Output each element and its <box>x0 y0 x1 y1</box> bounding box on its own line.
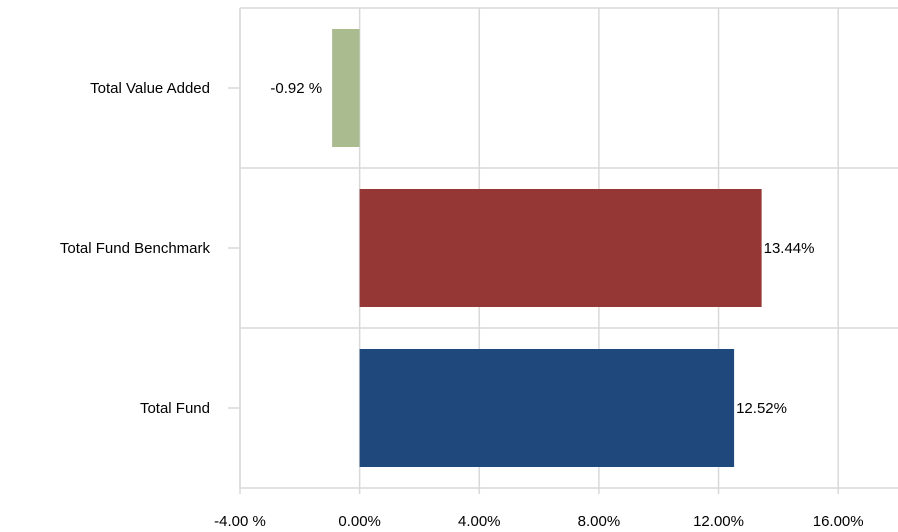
labels: -4.00 % 0.00% 4.00% 8.00% 12.00% 16.00% Total … <box>60 80 864 530</box>
bar <box>332 29 360 147</box>
bar <box>359 189 762 307</box>
data-label: -0.92 % <box>270 80 322 97</box>
x-tick-label: 8.00% <box>578 513 621 530</box>
data-label: 12.52% <box>736 400 787 417</box>
x-tick-label: -4.00 % <box>214 513 266 530</box>
x-tick-label: 16.00% <box>813 513 864 530</box>
x-tick-label: 12.00% <box>693 513 744 530</box>
bars <box>332 29 762 467</box>
category-label: Total Fund <box>140 400 210 417</box>
data-label: 13.44% <box>764 240 815 257</box>
bar <box>359 349 735 467</box>
x-tick-label: 4.00% <box>458 513 501 530</box>
category-label: Total Fund Benchmark <box>60 240 211 257</box>
x-tick-label: 0.00% <box>338 513 381 530</box>
category-label: Total Value Added <box>90 80 210 97</box>
